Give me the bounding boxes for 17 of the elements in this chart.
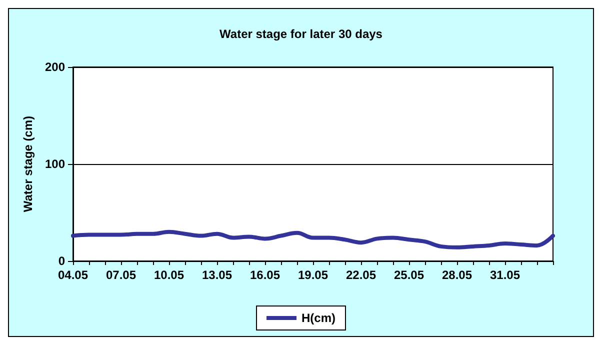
x-tick-label: 25.05 bbox=[394, 268, 424, 282]
x-tick-label: 19.05 bbox=[298, 268, 328, 282]
y-tick-label: 100 bbox=[44, 157, 66, 171]
x-tick-label: 31.05 bbox=[490, 268, 520, 282]
x-tick-label: 22.05 bbox=[346, 268, 376, 282]
x-tick-label: 04.05 bbox=[58, 268, 88, 282]
legend-label: H(cm) bbox=[302, 311, 336, 325]
x-tick-label: 16.05 bbox=[250, 268, 280, 282]
line-series bbox=[71, 230, 555, 250]
x-tick-label: 07.05 bbox=[106, 268, 136, 282]
x-tick-label: 10.05 bbox=[154, 268, 184, 282]
chart-title: Water stage for later 30 days bbox=[220, 27, 383, 41]
x-tick-label: 13.05 bbox=[202, 268, 232, 282]
x-tick-label: 28.05 bbox=[442, 268, 472, 282]
y-tick-label: 0 bbox=[58, 254, 66, 268]
y-axis-title: Water stage (cm) bbox=[21, 116, 36, 212]
y-tick-label: 200 bbox=[44, 60, 66, 74]
